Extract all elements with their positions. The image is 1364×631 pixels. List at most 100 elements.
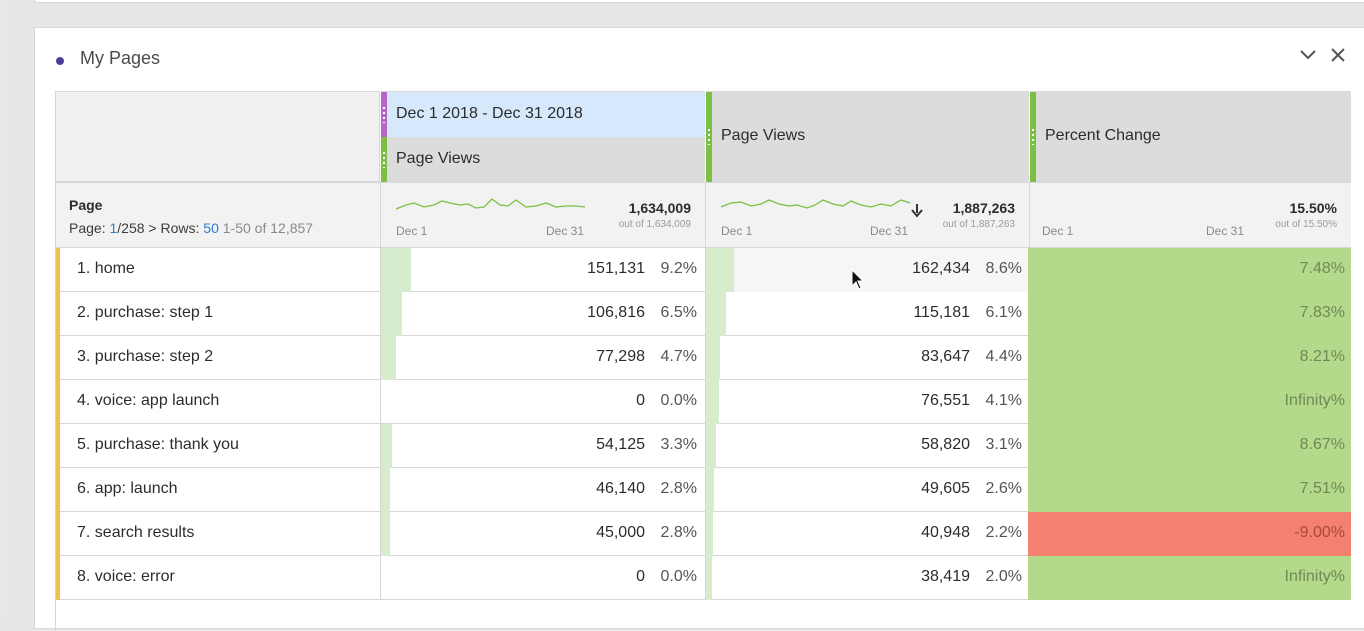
col2-summary: Dec 1 Dec 31 1,887,263 out of 1,887,263 [706,183,1029,249]
col1-spark-end: Dec 31 [546,224,585,238]
close-icon[interactable] [1329,46,1347,64]
col2-spark-start: Dec 1 [721,224,753,238]
col2-percent: 6.1% [985,304,1022,321]
pager-next-icon[interactable]: > [148,220,157,236]
percent-change-cell[interactable]: 8.67% [1028,424,1351,468]
col1-percent: 0.0% [660,392,697,409]
row-accent-bar [56,292,60,336]
col1-cell[interactable]: 77,298 4.7% [380,336,705,380]
col1-percent: 9.2% [660,260,697,277]
row-label[interactable]: 4. voice: app launch [77,392,220,409]
percent-change-value: Infinity% [1284,568,1345,585]
col3-spark-end: Dec 31 [1206,224,1245,238]
col2-share-bar [706,424,716,468]
col1-value: 77,298 [596,348,645,365]
col2-share-bar [706,468,714,512]
row-accent-bar [56,380,60,424]
summary-row: Page Page: 1/258 > Rows: 50 1-50 of 12,8… [56,182,1351,249]
percent-change-value: 7.51% [1299,480,1345,497]
sort-descending-icon[interactable] [911,204,923,218]
dimension-summary: Page Page: 1/258 > Rows: 50 1-50 of 12,8… [56,183,380,249]
percent-change-cell[interactable]: Infinity% [1028,556,1351,600]
row-label[interactable]: 1. home [77,260,135,277]
col2-cell[interactable]: 162,434 8.6% [705,248,1029,292]
col2-cell[interactable]: 58,820 3.1% [705,424,1029,468]
percent-change-cell[interactable]: 7.83% [1028,292,1351,336]
col1-cell[interactable]: 54,125 3.3% [380,424,705,468]
percent-change-cell[interactable]: 8.21% [1028,336,1351,380]
col3-outof: out of 15.50% [1275,219,1337,230]
col1-cell[interactable]: 151,131 9.2% [380,248,705,292]
col2-cell[interactable]: 38,419 2.0% [705,556,1029,600]
col1-value: 0 [636,392,645,409]
col2-value: 115,181 [913,304,970,321]
col2-share-bar [706,556,712,600]
col1-summary: Dec 1 Dec 31 1,634,009 out of 1,634,009 [381,183,705,249]
col1-cell[interactable]: 0 0.0% [380,380,705,424]
col2-share-bar [706,292,726,336]
metric-label-col3: Percent Change [1045,127,1161,144]
pager-rows-label: Rows: [160,220,200,236]
col1-value: 106,816 [587,304,645,321]
col1-value: 151,131 [587,260,645,277]
col1-percent: 4.7% [660,348,697,365]
col2-share-bar [706,512,713,556]
drag-handle[interactable] [1030,92,1036,182]
row-label[interactable]: 6. app: launch [77,480,178,497]
col1-cell[interactable]: 45,000 2.8% [380,512,705,556]
percent-change-cell[interactable]: Infinity% [1028,380,1351,424]
row-label[interactable]: 5. purchase: thank you [77,436,239,453]
date-range-header[interactable]: Dec 1 2018 - Dec 31 2018 [381,91,705,137]
table-row[interactable]: 4. voice: app launch 0 0.0% 76,551 4.1% Infin… [56,380,1351,424]
drag-handle[interactable] [381,137,387,182]
table-row[interactable]: 5. purchase: thank you 54,125 3.3% 58,820 3.… [56,424,1351,468]
col2-share-bar [706,248,734,292]
col2-spark-end: Dec 31 [870,224,909,238]
drag-handle[interactable] [381,92,387,137]
col1-cell[interactable]: 0 0.0% [380,556,705,600]
table-row[interactable]: 1. home 151,131 9.2% 162,434 8.6% 7.48% [56,248,1351,292]
percent-change-cell[interactable]: 7.51% [1028,468,1351,512]
percent-change-cell[interactable]: 7.48% [1028,248,1351,292]
table-row[interactable]: 3. purchase: step 2 77,298 4.7% 83,647 4.4% 8… [56,336,1351,380]
col2-cell[interactable]: 40,948 2.2% [705,512,1029,556]
table-row[interactable]: 2. purchase: step 1 106,816 6.5% 115,181 6.1… [56,292,1351,336]
percent-change-cell[interactable]: -9.00% [1028,512,1351,556]
table-row[interactable]: 8. voice: error 0 0.0% 38,419 2.0% Infinity% [56,556,1351,600]
col2-sparkline [721,199,911,209]
panel-title[interactable]: My Pages [80,48,161,68]
row-label[interactable]: 7. search results [77,524,195,541]
col2-cell[interactable]: 115,181 6.1% [705,292,1029,336]
table-row[interactable]: 6. app: launch 46,140 2.8% 49,605 2.6% 7.51% [56,468,1351,512]
percent-change-value: -9.00% [1294,524,1345,541]
metric-label-col1: Page Views [396,150,481,167]
freeform-table: Dec 1 2018 - Dec 31 2018 Page Views Page… [55,91,1351,631]
col1-cell[interactable]: 46,140 2.8% [380,468,705,512]
rows-per-page[interactable]: 50 [203,220,219,236]
col2-cell[interactable]: 76,551 4.1% [705,380,1029,424]
row-label[interactable]: 2. purchase: step 1 [77,304,214,321]
pager-total-pages: /258 [117,220,145,236]
metric-header-col2[interactable]: Page Views [706,91,1029,182]
dimension-label: Page [69,197,103,213]
pager-page-number[interactable]: 1 [109,220,118,236]
col2-cell[interactable]: 49,605 2.6% [705,468,1029,512]
metric-header-col1[interactable]: Page Views [381,137,705,182]
col1-value: 45,000 [596,524,645,541]
col3-summary: Dec 1 Dec 31 15.50% out of 15.50% [1030,183,1351,249]
col1-share-bar [381,468,390,512]
col2-value: 76,551 [921,392,970,409]
collapse-chevron-icon[interactable] [1299,46,1317,64]
row-label[interactable]: 8. voice: error [77,568,175,585]
pager-range: 1-50 of 12,857 [222,220,314,236]
col1-cell[interactable]: 106,816 6.5% [380,292,705,336]
col1-value: 46,140 [596,480,645,497]
divider [1029,183,1030,249]
table-row[interactable]: 7. search results 45,000 2.8% 40,948 2.2% -9.… [56,512,1351,556]
col2-cell[interactable]: 83,647 4.4% [705,336,1029,380]
col2-total: 1,887,263 [952,200,1015,216]
metric-header-col3[interactable]: Percent Change [1030,91,1351,182]
col3-spark-start: Dec 1 [1042,224,1074,238]
drag-handle[interactable] [706,92,712,182]
row-label[interactable]: 3. purchase: step 2 [77,348,214,365]
